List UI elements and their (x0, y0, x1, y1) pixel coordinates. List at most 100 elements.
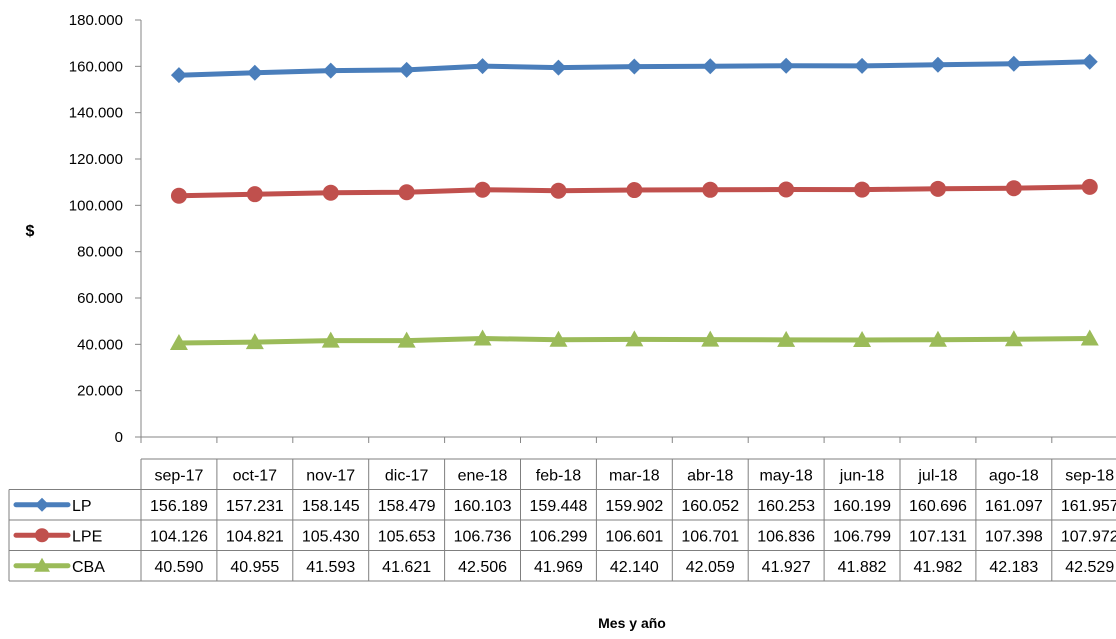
data-point (321, 331, 340, 348)
data-point (322, 184, 339, 201)
axes-layer: 0 20.000 40.000 60.000 80.000 100.000 120.000 1… (69, 12, 1116, 446)
table-value-cell: 160.103 (454, 498, 512, 515)
table-value-cell: 41.882 (838, 559, 887, 576)
data-point (246, 186, 263, 203)
table-value-cell: 159.448 (530, 498, 588, 515)
table-header-cell: jul-18 (917, 467, 957, 484)
data-point (929, 56, 946, 73)
data-point (1080, 329, 1099, 346)
data-point (702, 181, 719, 198)
table-value-cell: 106.601 (605, 528, 663, 545)
data-point (777, 330, 796, 347)
table-value-cell: 104.126 (150, 528, 208, 545)
data-point (474, 58, 491, 75)
table-value-cell: 106.299 (530, 528, 588, 545)
y-tick-label: 160.000 (69, 58, 123, 75)
data-point (778, 181, 795, 198)
legend-marker (35, 497, 49, 512)
table-value-cell: 42.059 (686, 559, 735, 576)
data-point (473, 329, 492, 346)
table-value-cell: 105.653 (378, 528, 436, 545)
table-value-cell: 42.506 (458, 559, 507, 576)
data-point (778, 57, 795, 74)
table-header-cell: ene-18 (458, 467, 508, 484)
table-value-cell: 158.145 (302, 498, 360, 515)
y-tick-label: 120.000 (69, 151, 123, 168)
table-value-cell: 41.927 (762, 559, 811, 576)
table-value-cell: 160.253 (757, 498, 815, 515)
series-layer (169, 53, 1099, 350)
y-tick-label: 140.000 (69, 105, 123, 122)
data-point (853, 330, 872, 347)
table-header-cell: oct-17 (233, 467, 278, 484)
table-value-cell: 42.140 (610, 559, 659, 576)
table-value-cell: 107.131 (909, 528, 967, 545)
series-cba (169, 329, 1099, 350)
table-value-cell: 156.189 (150, 498, 208, 515)
data-table: sep-17 oct-17 nov-17 dic-17 ene-18 feb-18 mar-… (8, 458, 1116, 582)
series-lp (170, 53, 1098, 84)
table-value-cell: 105.430 (302, 528, 360, 545)
table-value-cell: 106.836 (757, 528, 815, 545)
table-header-cell: abr-18 (687, 467, 733, 484)
data-point (1081, 53, 1098, 70)
legend-marker (35, 528, 49, 543)
data-point (170, 67, 187, 84)
table-value-cell: 158.479 (378, 498, 436, 515)
data-point (397, 331, 416, 348)
legend-marker (34, 557, 50, 572)
table-header-cell: nov-17 (306, 467, 355, 484)
table-value-cell: 41.621 (382, 559, 431, 576)
data-point (550, 59, 567, 76)
data-point (398, 61, 415, 78)
table-header-cell: ago-18 (989, 467, 1039, 484)
table-value-cell: 161.097 (985, 498, 1043, 515)
table-header-cell: feb-18 (536, 467, 581, 484)
data-point (702, 58, 719, 75)
table-value-cell: 160.052 (681, 498, 739, 515)
table-header-cell: mar-18 (609, 467, 660, 484)
data-point (929, 180, 946, 197)
data-point (245, 333, 264, 350)
series-lpe (170, 178, 1098, 204)
y-tick-label: 80.000 (77, 244, 123, 261)
table-value-cell: 107.398 (985, 528, 1043, 545)
table-value-cell: 40.955 (230, 559, 279, 576)
legend-label: LP (72, 498, 92, 515)
data-point (928, 330, 947, 347)
y-axis-title: $ (26, 223, 35, 240)
table-value-cell: 160.199 (833, 498, 891, 515)
y-tick-label: 100.000 (69, 197, 123, 214)
data-point (1081, 178, 1098, 195)
table-value-cell: 159.902 (605, 498, 663, 515)
legend-key-lpe (13, 528, 71, 543)
table-header-cell: may-18 (759, 467, 812, 484)
table-header-cell: dic-17 (385, 467, 429, 484)
table-header-cell: sep-17 (154, 467, 203, 484)
data-point (322, 62, 339, 79)
y-tick-label: 60.000 (77, 290, 123, 307)
table-value-cell: 40.590 (154, 559, 203, 576)
data-point (474, 181, 491, 198)
x-axis-title: Mes y año (598, 615, 666, 631)
legend-label: LPE (72, 528, 102, 545)
legend-key-lp (13, 497, 71, 512)
table-value-cell: 161.957 (1061, 498, 1116, 515)
y-tick-label: 40.000 (77, 336, 123, 353)
table-header-cell: sep-18 (1065, 467, 1114, 484)
table-value-cell: 41.969 (534, 559, 583, 576)
data-point (625, 330, 644, 347)
data-point (1005, 180, 1022, 197)
data-point (398, 184, 415, 201)
table-value-cell: 160.696 (909, 498, 967, 515)
table-value-cell: 106.701 (681, 528, 739, 545)
table-value-cell: 157.231 (226, 498, 284, 515)
data-point (1005, 55, 1022, 72)
data-point (626, 58, 643, 75)
table-value-cell: 42.529 (1065, 559, 1114, 576)
data-point (550, 182, 567, 199)
data-point (854, 57, 871, 74)
legend-key-cba (13, 557, 71, 572)
